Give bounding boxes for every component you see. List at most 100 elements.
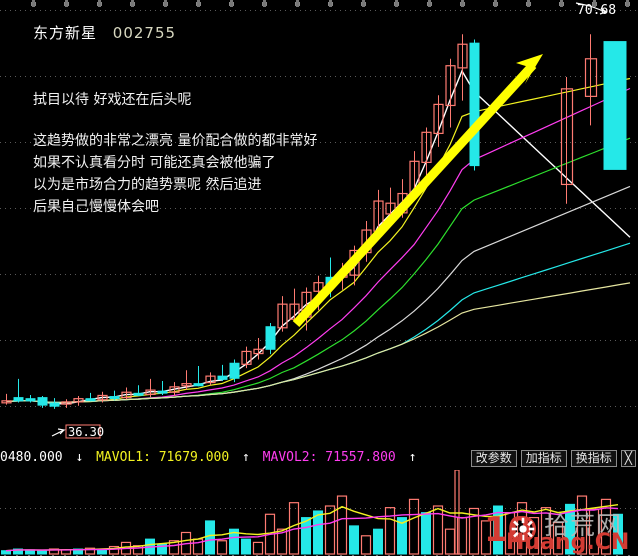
candle (445, 58, 456, 128)
volume-bar (108, 545, 120, 555)
candle (97, 391, 108, 403)
annotation-line-0: 拭目以待 好戏还在后头呢 (33, 92, 192, 108)
volume-bar (313, 510, 323, 555)
volume-bar (349, 525, 359, 555)
low-callout-arrow (51, 428, 66, 437)
mavol-line-2 (5, 507, 619, 552)
up-arrow-icon-1: ↑ (242, 450, 250, 465)
volume-pane[interactable] (0, 470, 638, 556)
volume-bar (588, 508, 600, 555)
candle (157, 381, 168, 395)
candle (205, 372, 216, 386)
annotation-line-4: 后果自己慢慢体会吧 (33, 199, 159, 215)
stock-header: 东方新星 002755 (33, 22, 176, 43)
up-arrow-icon-2: ↑ (408, 450, 417, 465)
volume-bar (229, 528, 239, 555)
current-day-candle (603, 41, 627, 170)
candle (169, 382, 180, 397)
candle (61, 399, 72, 408)
high-callout-arrow (589, 5, 608, 15)
top-tick-row (31, 0, 630, 7)
indicator-toolbar[interactable]: 改参数 加指标 换指标 ╳ (470, 450, 636, 467)
close-button[interactable]: ╳ (620, 450, 636, 467)
volume-bar (384, 507, 396, 555)
add-indicator-button[interactable]: 加指标 (520, 450, 567, 467)
candle (217, 364, 228, 381)
low-price-callout-box (65, 424, 101, 439)
candle (469, 39, 480, 171)
candle (1, 393, 12, 405)
price-pane[interactable]: 36.30 (0, 0, 638, 447)
volume-bar (252, 541, 264, 555)
volume-bar (84, 547, 96, 555)
mavol2-label: MAVOL2: (262, 450, 318, 465)
trend-arrow-shaft (292, 61, 537, 328)
mavol1-value: 71679.000 (158, 450, 230, 465)
volume-bar (528, 516, 540, 555)
switch-indicator-button[interactable]: 换指标 (570, 450, 617, 467)
candle (277, 296, 288, 332)
annotation-line-3: 以为是市场合力的趋势票呢 然后追进 (33, 177, 262, 193)
down-arrow-icon: ↓ (75, 450, 84, 465)
candle (265, 323, 276, 355)
volume-bar (241, 538, 251, 555)
ma-line-ma120 (5, 242, 631, 404)
volume-bar (373, 528, 383, 555)
volume-bar (480, 520, 492, 555)
volume-bar (576, 495, 588, 555)
candle (49, 398, 60, 409)
stock-code: 002755 (112, 24, 177, 42)
volume-bar (421, 512, 431, 555)
candle (109, 390, 120, 401)
volume-bar (397, 517, 407, 555)
volume-bar (360, 535, 372, 555)
annotation-line-2: 如果不认真看分时 可能还真会被他骗了 (33, 155, 276, 171)
volume-bar (276, 528, 288, 555)
volume-value: 0480.000 (0, 450, 63, 465)
candle (133, 385, 144, 397)
volume-bar (205, 520, 215, 555)
volume-bar (216, 540, 228, 555)
volume-bar (168, 540, 180, 555)
candle (25, 394, 36, 403)
stock-name: 东方新星 (33, 24, 98, 42)
change-params-button[interactable]: 改参数 (470, 450, 517, 467)
volume-bar (432, 505, 444, 555)
volume-bar (301, 517, 311, 555)
candle (181, 370, 192, 390)
high-price-callout-label: 70.68 (577, 3, 617, 18)
volume-bar (13, 548, 23, 555)
candle (145, 378, 156, 398)
candle (13, 378, 24, 403)
volume-bar (444, 528, 456, 555)
candle (241, 346, 252, 369)
volume-bar (454, 470, 460, 555)
volume-bar (37, 550, 47, 555)
candle (37, 396, 48, 408)
volume-chart-canvas[interactable] (0, 470, 638, 556)
volume-bar (504, 512, 516, 555)
trend-arrow-head (516, 54, 543, 84)
ma-line-ma250 (5, 282, 631, 404)
candle (433, 95, 444, 147)
candle (73, 396, 84, 406)
volume-bar (600, 498, 612, 555)
candle (457, 34, 468, 101)
volume-bar (336, 495, 348, 555)
candle (253, 338, 264, 360)
volume-bar (552, 521, 564, 555)
mavol2-value: 71557.800 (325, 450, 396, 465)
candle (193, 365, 204, 387)
volume-bar (565, 503, 575, 555)
candle (229, 359, 240, 383)
candle (121, 387, 132, 400)
volume-bar (408, 498, 420, 555)
volume-bar (493, 505, 503, 555)
volume-bar (468, 507, 480, 555)
price-chart-canvas[interactable]: 36.30 (0, 0, 638, 447)
annotation-line-1: 这趋势做的非常之漂亮 量价配合做的都非常好 (33, 133, 318, 149)
candle (85, 392, 96, 402)
volume-bar (613, 513, 623, 555)
candle (421, 127, 432, 182)
